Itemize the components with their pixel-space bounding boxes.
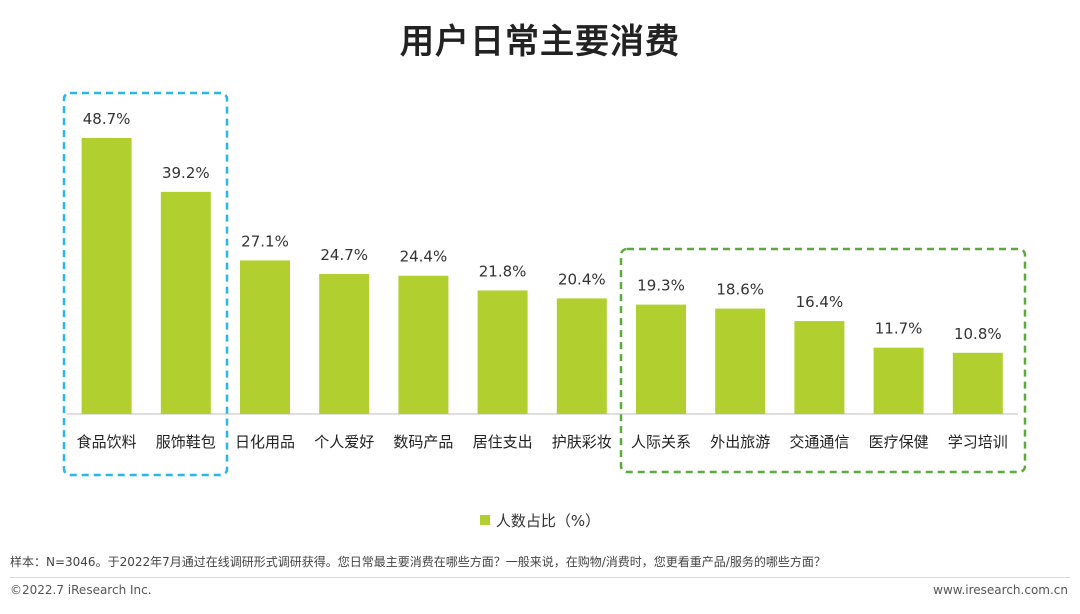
value-label-5: 21.8% <box>479 262 527 280</box>
bar-0 <box>81 138 132 414</box>
value-label-6: 20.4% <box>558 270 606 288</box>
bar-9 <box>794 321 845 414</box>
category-label-11: 学习培训 <box>948 433 1008 451</box>
bar-7 <box>636 304 686 414</box>
bar-1 <box>160 191 211 414</box>
category-label-0: 食品饮料 <box>77 433 137 451</box>
category-label-6: 护肤彩妆 <box>552 433 612 451</box>
category-label-7: 人际关系 <box>631 433 691 451</box>
value-label-8: 18.6% <box>716 281 764 299</box>
value-label-4: 24.4% <box>400 248 448 266</box>
value-label-3: 24.7% <box>320 246 368 264</box>
copyright-text: ©2022.7 iResearch Inc. <box>10 583 152 597</box>
footer-divider <box>10 577 1070 578</box>
bar-6 <box>556 298 607 414</box>
highlight-box-right <box>619 247 1027 474</box>
category-label-10: 医疗保健 <box>869 433 929 451</box>
website-link[interactable]: www.iresearch.com.cn <box>933 583 1068 597</box>
category-label-1: 服饰鞋包 <box>156 433 216 451</box>
value-label-2: 27.1% <box>241 232 289 250</box>
value-label-1: 39.2% <box>162 164 210 182</box>
legend-label: 人数占比（%） <box>495 512 601 530</box>
category-label-2: 日化用品 <box>235 433 295 451</box>
category-label-3: 个人爱好 <box>314 433 374 451</box>
bar-chart: 48.7% 食品饮料 39.2% 服饰鞋包 27.1% 日化用品 24.7% 个人爱好 24.4… <box>62 91 1027 477</box>
value-label-9: 16.4% <box>796 293 844 311</box>
sample-note: 样本：N=3046。于2022年7月通过在线调研形式调研获得。您日常最主要消费在… <box>10 555 826 569</box>
bar-10 <box>873 347 924 414</box>
value-label-10: 11.7% <box>875 320 923 338</box>
category-label-4: 数码产品 <box>393 433 453 451</box>
legend-swatch <box>479 514 490 525</box>
chart-legend: 人数占比（%） <box>0 510 1080 531</box>
category-label-8: 外出旅游 <box>710 433 770 451</box>
value-label-0: 48.7% <box>83 110 131 128</box>
bar-8 <box>715 308 766 414</box>
chart-title: 用户日常主要消费 <box>400 22 680 62</box>
value-label-7: 19.3% <box>637 277 685 295</box>
category-label-5: 居住支出 <box>473 433 533 451</box>
category-label-9: 交通通信 <box>789 433 849 451</box>
highlight-box-left <box>62 91 229 477</box>
bar-11 <box>952 352 1003 414</box>
bar-4 <box>398 275 449 414</box>
bar-3 <box>319 274 370 414</box>
value-label-11: 10.8% <box>954 325 1002 343</box>
bar-2 <box>240 260 290 414</box>
bar-5 <box>477 290 528 414</box>
